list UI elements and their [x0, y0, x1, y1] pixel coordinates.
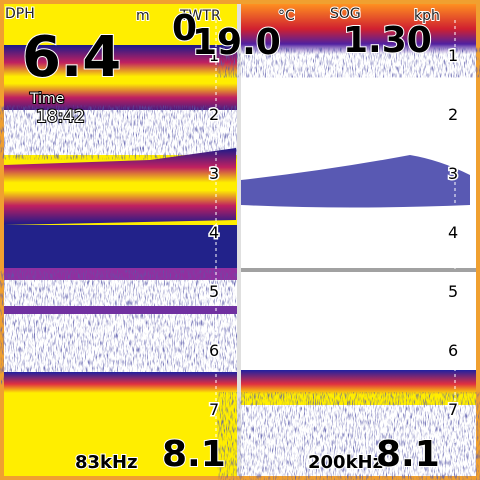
scale-label: 2 — [448, 105, 458, 124]
time-value: 18:42 — [36, 107, 85, 127]
scale-label: 3 — [448, 164, 458, 183]
scale-label: 6 — [209, 341, 219, 360]
range: 8.1 — [376, 434, 440, 475]
range: 8.1 — [162, 434, 226, 475]
scale-label: 1 — [448, 46, 458, 65]
frequency: 83kHz — [75, 452, 138, 473]
depth-label: DPH — [5, 6, 35, 22]
divider — [237, 4, 241, 476]
scale-label: 4 — [209, 223, 219, 242]
scale-label: 6 — [448, 341, 458, 360]
temp-unit: °C — [278, 8, 295, 24]
depth-value: 6.4 — [22, 25, 121, 90]
scale-label: 4 — [448, 223, 458, 242]
temp-label: TWTR — [179, 8, 221, 24]
right-sonar — [241, 4, 476, 476]
left-sonar — [4, 4, 237, 476]
speed-value: 1.30 — [343, 20, 432, 61]
scale-label: 5 — [209, 282, 219, 301]
depth-unit: m — [136, 8, 150, 24]
scale-label: 1 — [209, 46, 219, 65]
speed-unit: kph — [414, 8, 440, 24]
frequency: 200kHz — [308, 452, 383, 473]
scale-label: 7 — [448, 400, 458, 419]
scale-label: 3 — [209, 164, 219, 183]
temp-value: 19.0 — [192, 22, 281, 63]
scale-label: 7 — [209, 400, 219, 419]
speed-label: SOG — [330, 6, 361, 22]
scale-label: 5 — [448, 282, 458, 301]
stray-digit: 0 — [172, 8, 197, 49]
time-label: Time — [29, 91, 64, 107]
scale-label: 2 — [209, 105, 219, 124]
